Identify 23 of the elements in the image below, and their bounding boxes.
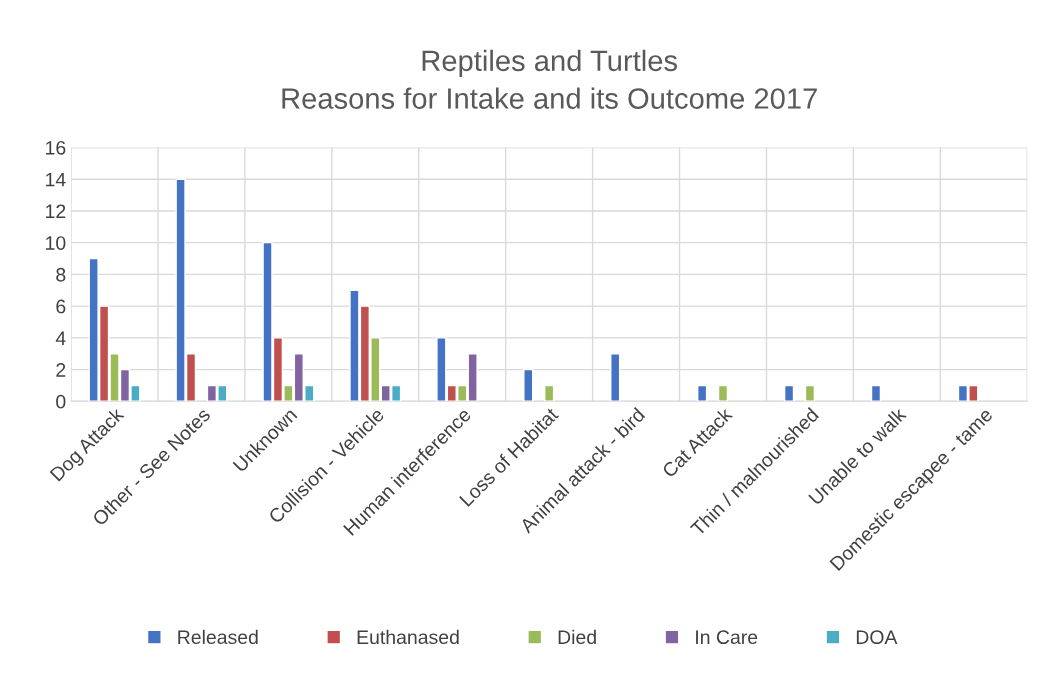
legend-label: Released: [178, 629, 258, 645]
bar: [544, 384, 555, 402]
bar: [783, 384, 795, 402]
bar: [523, 368, 534, 402]
bar: [610, 353, 621, 402]
y-tick-label: 10: [46, 236, 66, 250]
y-tick-label: 8: [56, 267, 66, 282]
y-tick-label: 16: [46, 140, 66, 155]
y-tick-label: 0: [56, 394, 66, 409]
chart-title: Reptiles and Turtles Reasons for Intake and its Outcome 2017: [282, 49, 817, 109]
bar: [717, 384, 729, 402]
bar: [697, 384, 708, 402]
y-tick-label: 4: [55, 331, 66, 345]
legend-label: DOA: [856, 630, 898, 645]
y-tick-label: 12: [46, 204, 66, 218]
bar: [870, 384, 882, 402]
legend-label: Euthanased: [357, 629, 459, 645]
legend-label: In Care: [696, 630, 758, 645]
y-tick-label: 6: [56, 299, 66, 314]
y-tick-label: 2: [56, 363, 66, 377]
y-tick-label: 14: [46, 172, 66, 187]
legend-label: Died: [558, 629, 596, 645]
bar: [804, 384, 816, 402]
